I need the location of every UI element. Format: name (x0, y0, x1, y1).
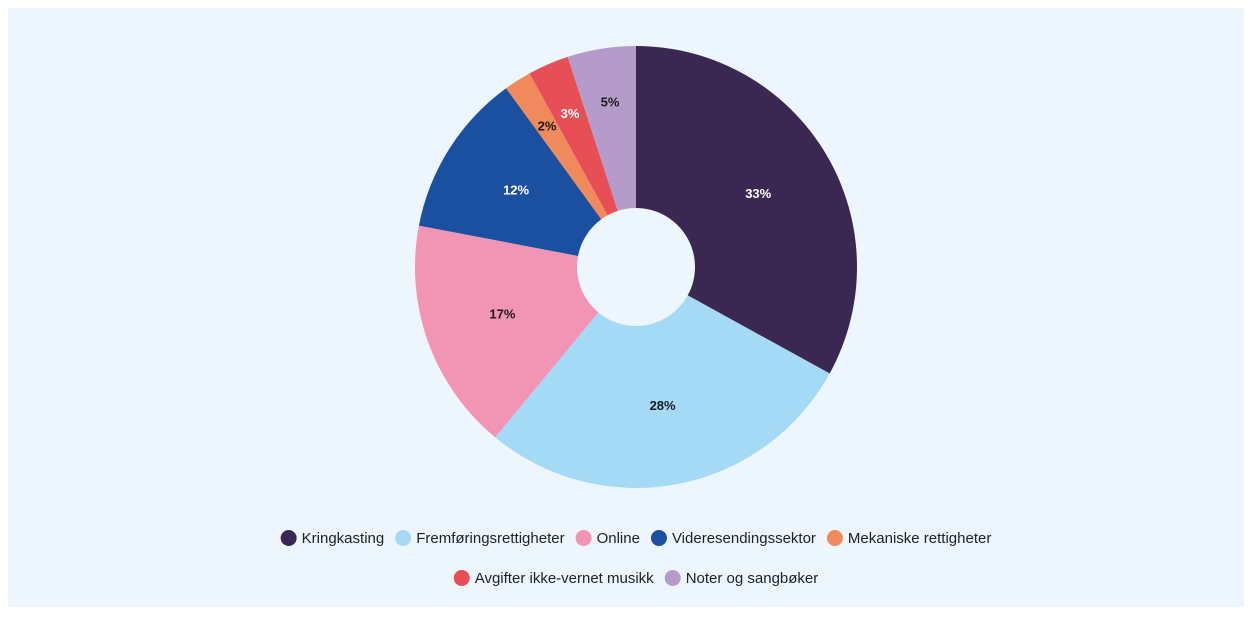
legend-label: Fremføringsrettigheter (416, 530, 564, 547)
slice-label: 5% (601, 94, 620, 109)
slice-label: 28% (650, 398, 676, 413)
pie-slice (506, 73, 608, 220)
legend-swatch (280, 530, 297, 546)
legend-label: Avgifter ikke-vernet musikk (475, 570, 654, 587)
legend-item: Noter og sangbøker (664, 570, 819, 587)
slice-label: 3% (561, 106, 580, 121)
legend-label: Mekaniske rettigheter (848, 530, 991, 547)
legend-label: Kringkasting (302, 530, 385, 547)
slice-label: 2% (538, 118, 557, 133)
pie-slice (415, 225, 599, 438)
legend-item: Avgifter ikke-vernet musikk (453, 570, 654, 587)
legend-swatch (664, 570, 681, 586)
pie-slice (567, 46, 636, 211)
legend-item: Online (575, 530, 640, 547)
pie-slice (495, 295, 830, 489)
slice-label: 12% (503, 182, 529, 197)
legend-swatch (650, 530, 667, 546)
legend-swatch (575, 530, 592, 546)
pie-slice (529, 56, 618, 216)
legend-item: Mekaniske rettigheter (826, 530, 991, 547)
legend-label: Noter og sangbøker (686, 570, 819, 587)
legend-swatch (453, 570, 470, 586)
legend-label: Online (597, 530, 640, 547)
legend-item: Fremføringsrettigheter (395, 530, 565, 547)
pie-slice (636, 46, 857, 374)
legend-swatch (826, 530, 843, 546)
pie-slice (418, 88, 602, 256)
legend-swatch (395, 530, 412, 546)
slice-label: 33% (745, 186, 771, 201)
legend-label: Videresendingssektor (672, 530, 816, 547)
slice-label: 17% (489, 307, 515, 322)
legend-item: Kringkasting (280, 530, 385, 547)
legend-item: Videresendingssektor (650, 530, 816, 547)
